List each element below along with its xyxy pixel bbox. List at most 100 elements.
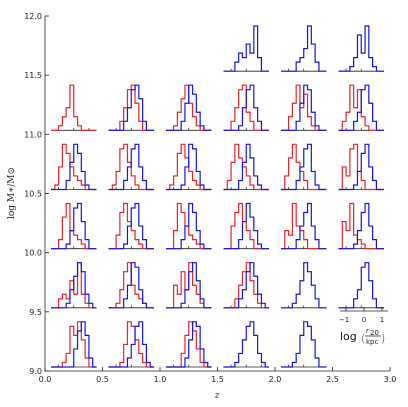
panel-26	[223, 84, 269, 131]
panel-29	[223, 25, 269, 72]
panel-22	[338, 143, 384, 191]
x-tick-label-1: 0.5	[96, 375, 109, 384]
svg-text:r: r	[366, 327, 370, 335]
svg-text:kpc: kpc	[366, 338, 378, 346]
x-tick-label-2: 1.0	[154, 375, 167, 384]
blue-histogram	[281, 262, 327, 309]
inset-tick-label-1: 1	[380, 316, 384, 324]
blue-histogram	[338, 143, 384, 191]
red-histogram	[223, 84, 269, 131]
blue-histogram	[281, 202, 327, 250]
red-histogram	[51, 143, 97, 191]
panel-20	[223, 143, 269, 191]
panel-31	[338, 25, 384, 72]
blue-histogram	[108, 143, 154, 191]
y-tick-label-3: 10.5	[24, 190, 42, 199]
x-tick-label-6: 3.0	[384, 375, 397, 384]
blue-histogram	[166, 321, 212, 368]
blue-histogram	[166, 262, 212, 309]
blue-histogram	[223, 262, 269, 309]
inset-axis-legend: −1 0 1 log ( r 20 kpc )	[339, 307, 388, 346]
panel-19	[166, 143, 212, 191]
panel-0	[51, 321, 97, 368]
panel-9	[281, 262, 327, 309]
blue-histogram	[223, 321, 269, 368]
x-tick-label-3: 1.5	[211, 375, 224, 384]
inset-axis-label: log ( r 20 kpc )	[340, 327, 385, 346]
blue-histogram	[223, 202, 269, 250]
panel-18	[108, 143, 154, 191]
blue-histogram	[281, 143, 327, 191]
panel-6	[108, 262, 154, 309]
blue-histogram	[166, 84, 212, 131]
panel-11	[51, 202, 97, 250]
red-histogram	[223, 262, 269, 309]
panel-4	[281, 321, 327, 368]
panels-layer	[51, 25, 384, 368]
blue-histogram	[108, 84, 154, 131]
panel-8	[223, 262, 269, 309]
panel-27	[281, 84, 327, 131]
panel-28	[338, 84, 384, 131]
blue-histogram	[338, 202, 384, 250]
red-histogram	[338, 143, 384, 191]
y-tick-label-6: 12.0	[24, 12, 42, 21]
ticks-layer: 0.0 0.5 1.0 1.5 2.0 2.5 3.0 9.0 9.5 10.0 10.5 11.0 1…	[24, 12, 396, 384]
x-tick-label-4: 2.0	[269, 375, 282, 384]
panel-25	[166, 84, 212, 131]
y-tick-label-1: 9.5	[29, 308, 42, 317]
svg-text:20: 20	[370, 329, 379, 337]
red-histogram	[108, 143, 154, 191]
svg-text:log: log	[340, 330, 357, 343]
panel-15	[281, 202, 327, 250]
panel-16	[338, 202, 384, 250]
blue-histogram	[223, 143, 269, 191]
panel-10	[338, 262, 384, 309]
blue-histogram	[166, 202, 212, 250]
blue-histogram	[281, 25, 327, 72]
svg-text:): )	[381, 332, 385, 345]
inset-tick-label-0: 0	[362, 316, 366, 324]
blue-histogram	[108, 262, 154, 309]
x-tick-label-5: 2.5	[326, 375, 339, 384]
red-histogram	[51, 321, 97, 368]
y-tick-label-4: 11.0	[24, 130, 42, 139]
red-histogram	[166, 143, 212, 191]
blue-histogram	[166, 143, 212, 191]
blue-histogram	[51, 262, 97, 309]
x-tick-label-0: 0.0	[39, 375, 52, 384]
red-histogram	[338, 84, 384, 131]
panel-7	[166, 262, 212, 309]
red-histogram	[108, 84, 154, 131]
y-tick-label-5: 11.5	[24, 71, 42, 80]
blue-histogram	[108, 321, 154, 368]
x-axis-label: z	[214, 391, 220, 401]
inset-tick-label-minus1: −1	[339, 316, 349, 324]
blue-histogram	[223, 25, 269, 72]
y-tick-label-0: 9.0	[29, 367, 42, 376]
blue-histogram	[51, 143, 97, 191]
blue-histogram	[338, 25, 384, 72]
panel-30	[281, 25, 327, 72]
blue-histogram	[281, 84, 327, 131]
blue-histogram	[108, 202, 154, 250]
blue-histogram	[51, 202, 97, 250]
panel-17	[51, 143, 97, 191]
panel-24	[108, 84, 154, 131]
red-histogram	[108, 321, 154, 368]
panel-12	[108, 202, 154, 250]
panel-13	[166, 202, 212, 250]
panel-5	[51, 262, 97, 309]
y-axis-label: log M∗/M⊙	[7, 167, 17, 219]
blue-histogram	[223, 84, 269, 131]
red-histogram	[281, 84, 327, 131]
y-tick-label-2: 10.0	[24, 249, 42, 258]
red-histogram	[51, 84, 97, 131]
panel-2	[166, 321, 212, 368]
panel-21	[281, 143, 327, 191]
panel-14	[223, 202, 269, 250]
blue-histogram	[338, 84, 384, 131]
panel-3	[223, 321, 269, 368]
panel-23	[51, 84, 97, 131]
